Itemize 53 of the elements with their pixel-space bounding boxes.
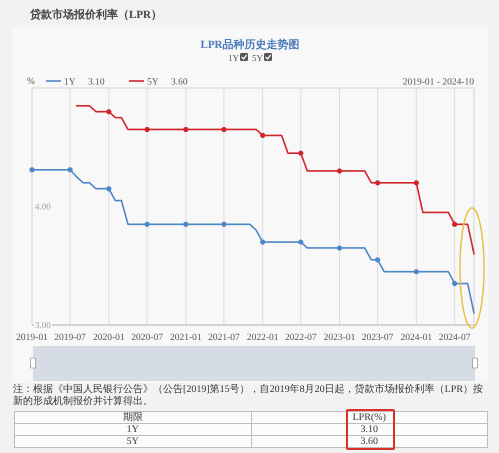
x-tick-label: 2023-01 (324, 333, 356, 343)
x-tick-label: 2022-01 (246, 333, 279, 343)
point (452, 280, 458, 286)
x-tick-label: 2019-01 (16, 333, 48, 343)
point (67, 167, 73, 172)
text: 3.10 (251, 424, 488, 436)
legend-label: 1Y (64, 78, 76, 88)
text: 5Y (252, 53, 263, 63)
chart-title: 贷款市场报价利率（LPR） (29, 8, 162, 21)
x-tick-label: 2021-07 (208, 333, 240, 343)
point (298, 150, 304, 156)
point (144, 126, 150, 132)
point (29, 167, 35, 172)
point (336, 245, 342, 251)
point (414, 269, 419, 274)
point (106, 109, 112, 114)
text: LPR(%) (251, 412, 488, 424)
y-axis-title: % (27, 77, 35, 87)
x-tick-label: 2019-07 (54, 333, 86, 343)
point (375, 180, 380, 186)
text: 3.60 (171, 78, 188, 88)
x-tick-label: 2022-07 (284, 333, 317, 343)
text: 2019-01 - 2024-10 (402, 78, 474, 88)
point (260, 239, 266, 245)
text: 1Y (228, 53, 239, 63)
text: 期限 (14, 412, 251, 424)
point (414, 180, 419, 186)
point (452, 222, 458, 227)
point (375, 257, 380, 262)
point (183, 222, 188, 227)
x-tick-label: 2021-01 (170, 333, 202, 343)
chart-subtitle: LPR品种历史走势图 (200, 38, 300, 51)
point (221, 222, 227, 227)
text: 注：根据《中国人民银行公告》（公告[2019]第15号），自2019年8月20日起，贷款市场报价利率（LPR）按新的形成机制报价并计算得出。 (13, 384, 484, 408)
point (336, 168, 342, 174)
text: 3.60 (251, 436, 488, 448)
y-tick-label: 3.00 (35, 320, 52, 330)
x-tick-label: 2020-01 (92, 333, 125, 343)
text: 3.10 (88, 78, 105, 88)
point (106, 186, 112, 192)
x-tick-label: 2024-01 (400, 333, 432, 343)
point (221, 126, 227, 132)
x-tick-label: 2023-07 (362, 333, 394, 343)
legend-label: 5Y (147, 78, 159, 88)
text: 1Y (14, 424, 251, 436)
point (183, 126, 188, 132)
x-tick-label: 2024-07 (438, 333, 471, 343)
x-tick-label: 2020-07 (131, 333, 164, 343)
y-tick-label: 4.00 (35, 202, 52, 212)
point (260, 132, 266, 138)
text: 5Y (14, 436, 251, 448)
point (298, 239, 304, 245)
point (144, 222, 150, 227)
